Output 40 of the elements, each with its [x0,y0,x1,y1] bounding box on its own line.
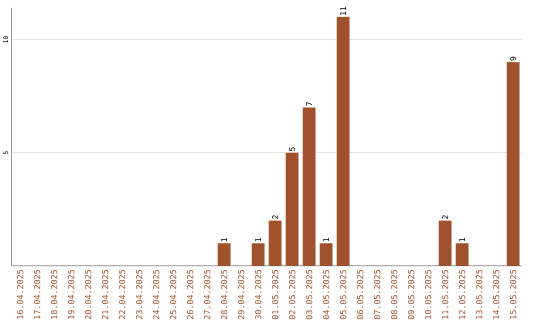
x-tick-label: 14.05.2025 [492,270,500,319]
x-tick-label: 04.05.2025 [322,270,330,320]
x-tick-label: 16.04.2025 [16,270,24,319]
x-tick-label: 11.05.2025 [442,270,448,319]
x-tick-label: 20.04.2025 [84,270,92,320]
x-tick-label: 08.05.2025 [390,270,398,320]
bar [320,243,333,266]
bar [336,17,350,266]
x-tick-label: 06.05.2025 [356,270,364,320]
bar [302,108,316,266]
x-tick-label: 18.04.2025 [50,270,58,319]
x-tick-label: 09.05.2025 [408,270,414,320]
x-tick-label: 12.05.2025 [458,270,466,319]
x-tick-label: 01.05.2025 [272,270,278,320]
x-tick-label: 30.04.2025 [254,270,262,320]
x-tick-label: 15.05.2025 [510,270,516,319]
x-tick-label: 28.04.2025 [220,270,228,320]
x-tick-label: 19.04.2025 [68,270,74,319]
x-tick-label: 03.05.2025 [306,270,312,320]
bar [286,152,299,266]
bar [268,220,282,266]
x-tick-label: 05.05.2025 [340,270,346,320]
x-tick-label: 10.05.2025 [424,270,432,319]
x-tick-label: 22.04.2025 [118,270,126,320]
bar [218,243,231,266]
x-tick-label: 26.04.2025 [186,270,194,320]
x-tick-label: 23.04.2025 [136,270,142,320]
bar [438,220,452,266]
x-tick-label: 24.04.2025 [152,270,160,320]
x-tick-label: 29.04.2025 [238,270,244,320]
x-tick-label: 02.05.2025 [288,270,296,320]
x-tick-label: 21.04.2025 [102,270,108,320]
bar [456,243,469,266]
bar [252,243,265,266]
bar [506,62,520,266]
x-tick-label: 13.05.2025 [476,270,482,319]
x-tick-label: 27.04.2025 [204,270,210,320]
x-tick-label: 17.04.2025 [34,270,40,319]
x-tick-label: 25.04.2025 [170,270,176,320]
x-tick-label: 07.05.2025 [374,270,380,320]
